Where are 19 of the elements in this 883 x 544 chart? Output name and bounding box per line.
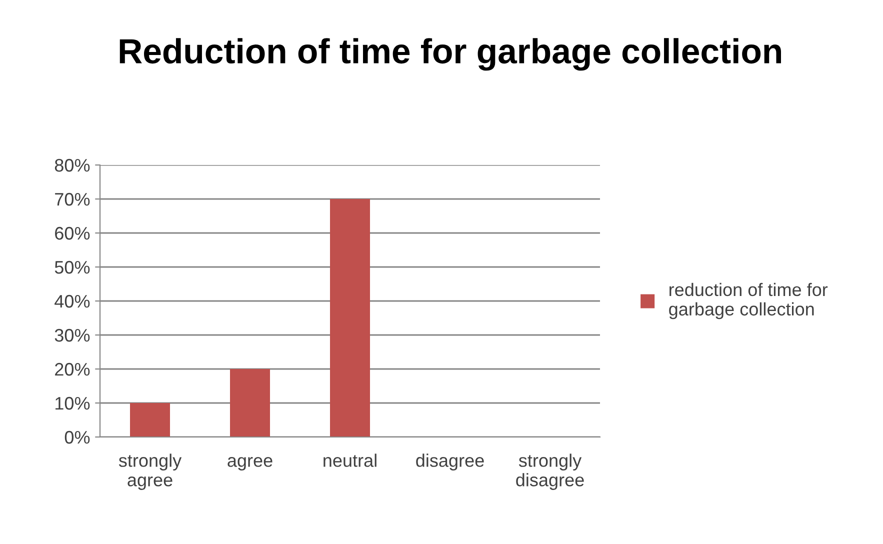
x-tick-label: strongly agree [118,454,182,490]
x-tick-label: strongly disagree [516,454,584,490]
y-tick-label: 40% [54,294,90,308]
y-tick-label: 70% [55,192,90,206]
x-tick-label: agree [228,457,272,470]
bar [130,403,170,437]
legend-label: reduction of time for garbage collection [669,282,828,320]
y-tick-label: 80% [54,158,90,172]
x-tick-label: neutral [324,454,376,467]
y-tick-label: 60% [55,226,90,240]
x-tick-label: disagree [416,454,484,470]
bar [330,199,370,437]
y-tick-label: 30% [54,328,90,342]
y-tick-label: 50% [54,260,90,274]
y-tick-label: 20% [55,362,90,376]
y-tick-label: 0% [64,430,90,444]
bar [230,369,270,437]
chart-title: Reduction of time for garbage collection [120,38,781,71]
y-tick-label: 10% [56,396,90,410]
